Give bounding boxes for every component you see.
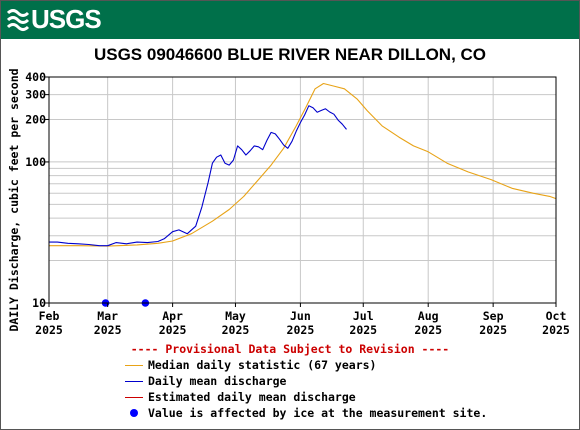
plot-border [48,76,557,304]
x-tick-label-month: Jun [290,309,311,323]
series-line [49,105,347,247]
legend-label: Median daily statistic (67 years) [148,358,377,372]
y-tick-label: 100 [25,155,46,169]
x-tick-label-year: 2025 [94,323,122,337]
y-tick-label: 200 [25,112,46,126]
y-tick-label: 10 [32,296,46,310]
legend-label: Value is affected by ice at the measurem… [148,406,488,420]
y-axis-label: DAILY Discharge, cubic feet per second [7,68,21,331]
legend-item-estimated: Estimated daily mean discharge [121,389,561,405]
legend-label: Daily mean discharge [148,374,287,388]
legend-label: Estimated daily mean discharge [148,390,356,404]
usgs-logo-text: USGS [31,4,102,34]
y-tick-label: 300 [25,88,46,102]
legend-item-median: Median daily statistic (67 years) [121,357,561,373]
y-tick-label: 400 [25,70,46,84]
x-tick-label-year: 2025 [159,323,187,337]
x-tick-label-month: Jul [353,309,374,323]
x-tick-label-year: 2025 [414,323,442,337]
ice-dot-icon [130,409,138,417]
legend-swatch [125,365,143,366]
x-tick-label-month: Mar [97,309,118,323]
series-line [49,82,557,247]
x-tick-label-year: 2025 [35,323,63,337]
x-tick-label-month: Feb [39,309,60,323]
chart-title: USGS 09046600 BLUE RIVER NEAR DILLON, CO [93,45,487,64]
x-tick-label-year: 2025 [222,323,250,337]
x-tick-label-month: Aug [418,309,439,323]
legend-swatch [125,381,143,382]
x-tick-label-year: 2025 [479,323,507,337]
provisional-notice: ---- Provisional Data Subject to Revisio… [130,342,450,356]
legend-item-ice: Value is affected by ice at the measurem… [121,405,561,421]
x-tick-label-year: 2025 [349,323,377,337]
x-tick-label-month: Apr [162,309,183,323]
legend-swatch [125,397,143,398]
usgs-logo-icon [7,9,30,31]
usgs-banner: USGS [1,1,579,39]
legend: Median daily statistic (67 years) Daily … [121,341,561,421]
x-tick-label-month: May [225,309,246,323]
x-tick-label-year: 2025 [542,323,570,337]
legend-item-daily-mean: Daily mean discharge [121,373,561,389]
x-tick-label-month: Oct [546,309,567,323]
x-tick-label-month: Sep [483,309,504,323]
plot-area [49,77,556,303]
x-tick-label-year: 2025 [287,323,315,337]
